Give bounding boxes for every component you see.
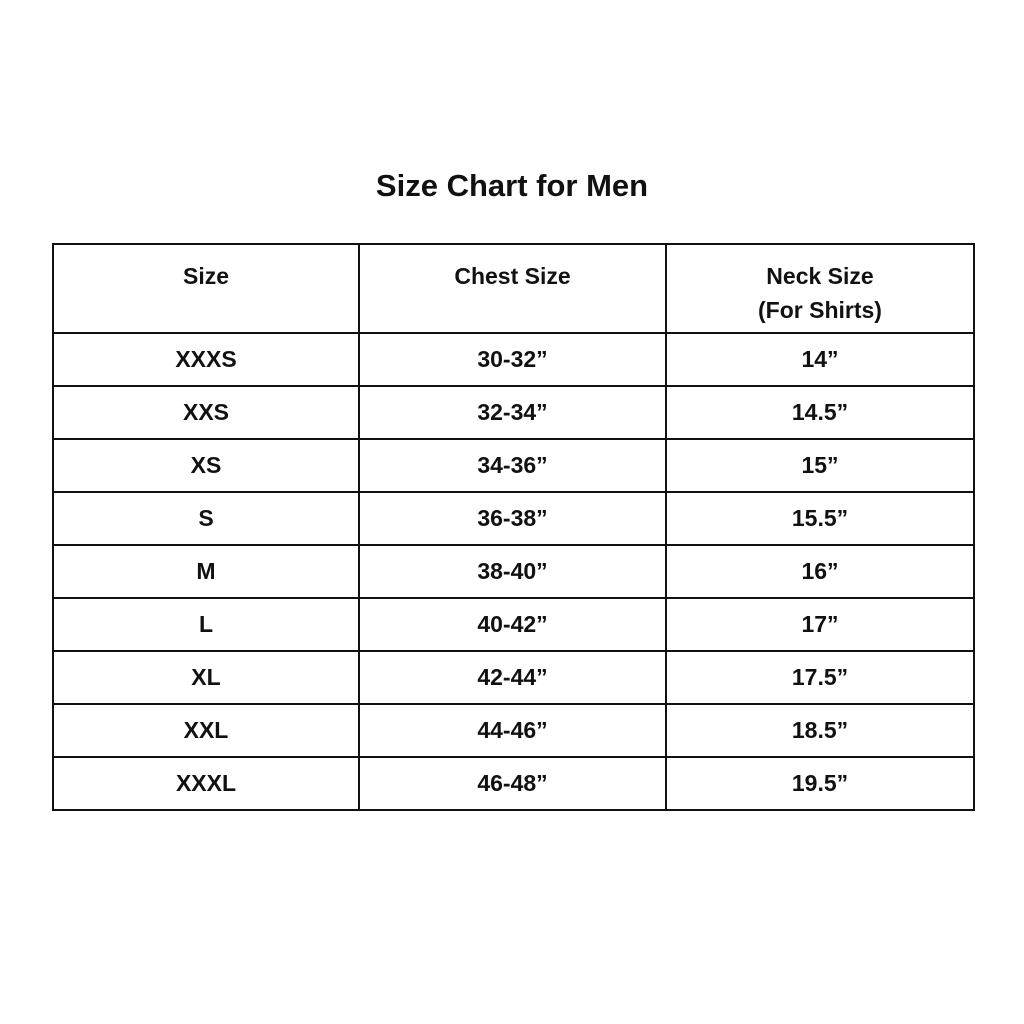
cell-chest: 44-46” xyxy=(358,703,667,758)
cell-neck: 15” xyxy=(665,438,975,493)
cell-neck: 15.5” xyxy=(665,491,975,546)
table-row: L 40-42” 17” xyxy=(52,597,975,652)
header-row: Size Chest Size Neck Size (For Shirts) xyxy=(52,243,975,334)
header-size: Size xyxy=(52,243,360,334)
cell-chest: 42-44” xyxy=(358,650,667,705)
header-chest-size: Chest Size xyxy=(358,243,667,334)
header-neck-label: Neck Size xyxy=(766,263,874,289)
cell-size: XS xyxy=(52,438,360,493)
table-row: XL 42-44” 17.5” xyxy=(52,650,975,705)
header-neck-sublabel: (For Shirts) xyxy=(758,297,882,323)
cell-chest: 30-32” xyxy=(358,332,667,387)
cell-size: XXXS xyxy=(52,332,360,387)
size-chart-table: Size Chest Size Neck Size (For Shirts) X… xyxy=(52,243,975,811)
cell-neck: 14” xyxy=(665,332,975,387)
cell-neck: 18.5” xyxy=(665,703,975,758)
cell-chest: 46-48” xyxy=(358,756,667,811)
table-row: XXXS 30-32” 14” xyxy=(52,332,975,387)
table-row: XS 34-36” 15” xyxy=(52,438,975,493)
cell-chest: 38-40” xyxy=(358,544,667,599)
cell-neck: 17.5” xyxy=(665,650,975,705)
cell-size: S xyxy=(52,491,360,546)
cell-neck: 14.5” xyxy=(665,385,975,440)
cell-size: XXXL xyxy=(52,756,360,811)
table-row: S 36-38” 15.5” xyxy=(52,491,975,546)
cell-size: M xyxy=(52,544,360,599)
table-row: XXL 44-46” 18.5” xyxy=(52,703,975,758)
cell-neck: 17” xyxy=(665,597,975,652)
table-row: XXXL 46-48” 19.5” xyxy=(52,756,975,811)
table-row: M 38-40” 16” xyxy=(52,544,975,599)
cell-chest: 40-42” xyxy=(358,597,667,652)
cell-neck: 19.5” xyxy=(665,756,975,811)
cell-size: XXS xyxy=(52,385,360,440)
cell-chest: 32-34” xyxy=(358,385,667,440)
page-title: Size Chart for Men xyxy=(375,168,649,203)
table-row: XXS 32-34” 14.5” xyxy=(52,385,975,440)
cell-chest: 36-38” xyxy=(358,491,667,546)
cell-size: XL xyxy=(52,650,360,705)
cell-chest: 34-36” xyxy=(358,438,667,493)
cell-size: L xyxy=(52,597,360,652)
cell-size: XXL xyxy=(52,703,360,758)
cell-neck: 16” xyxy=(665,544,975,599)
header-neck-size: Neck Size (For Shirts) xyxy=(665,243,975,334)
